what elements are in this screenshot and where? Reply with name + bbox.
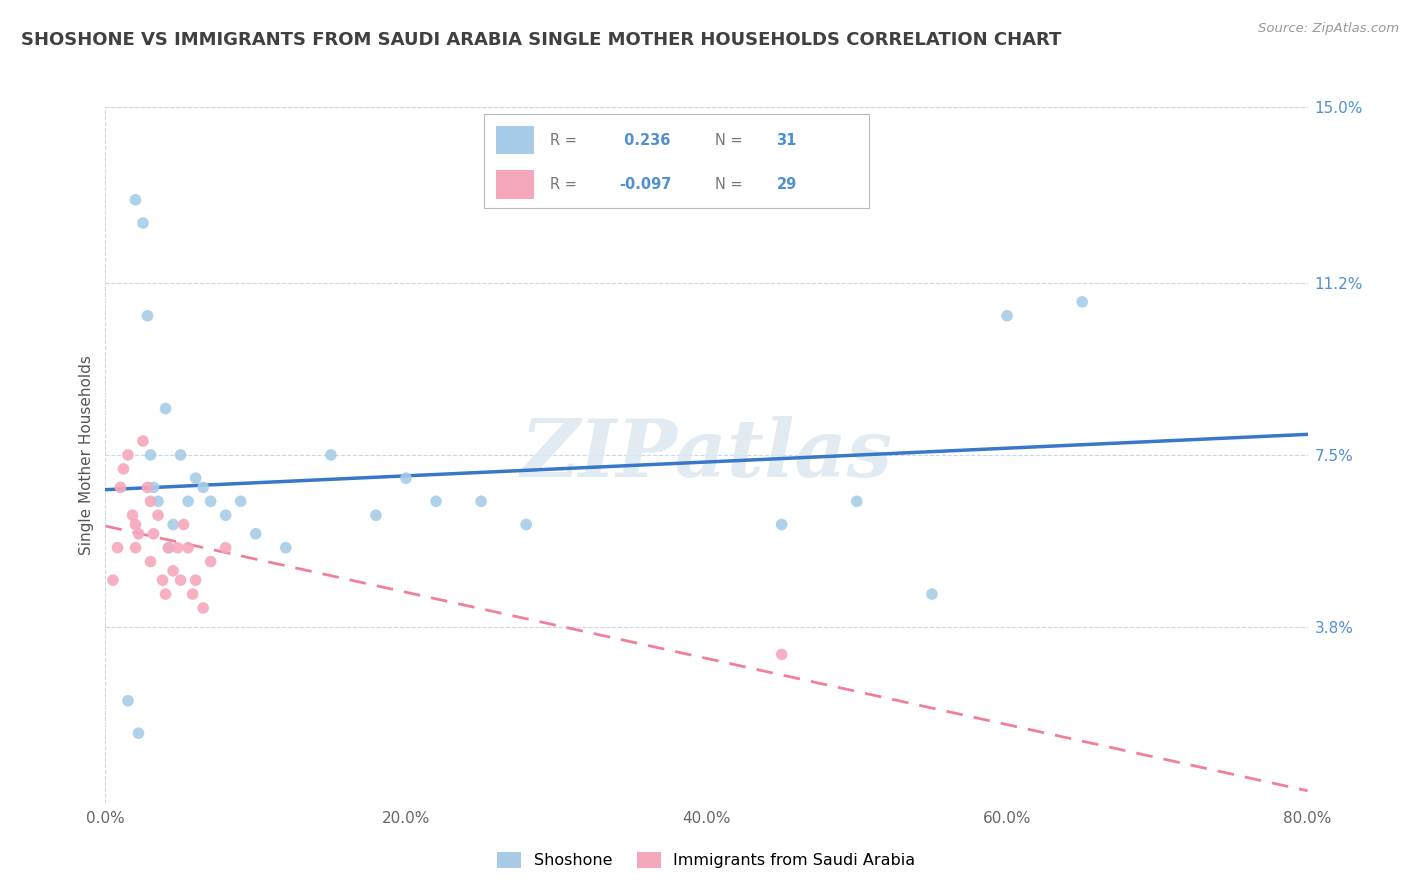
Point xyxy=(155,401,177,416)
Y-axis label: Single Mother Households: Single Mother Households xyxy=(79,355,94,555)
Point xyxy=(121,508,143,523)
Point xyxy=(136,480,159,494)
Point xyxy=(101,573,124,587)
Point xyxy=(191,601,214,615)
Point xyxy=(245,526,267,541)
Point xyxy=(132,434,155,448)
Point xyxy=(770,517,793,532)
Text: ZIPatlas: ZIPatlas xyxy=(520,417,893,493)
Point xyxy=(117,448,139,462)
Point xyxy=(169,573,191,587)
Point xyxy=(139,494,162,508)
Point xyxy=(146,494,169,508)
Point xyxy=(200,494,222,508)
Point xyxy=(173,517,195,532)
Point xyxy=(845,494,868,508)
Point xyxy=(274,541,297,555)
Point xyxy=(157,541,180,555)
Point xyxy=(995,309,1018,323)
Point xyxy=(200,555,222,569)
Point xyxy=(229,494,252,508)
Point xyxy=(364,508,387,523)
Point xyxy=(214,508,236,523)
Point xyxy=(191,480,214,494)
Point xyxy=(117,694,139,708)
Point xyxy=(162,564,184,578)
Point xyxy=(395,471,418,485)
Point xyxy=(177,494,200,508)
Point xyxy=(136,309,159,323)
Point xyxy=(184,471,207,485)
Point xyxy=(1071,294,1094,309)
Point xyxy=(128,726,150,740)
Text: Source: ZipAtlas.com: Source: ZipAtlas.com xyxy=(1258,22,1399,36)
Point xyxy=(177,541,200,555)
Point xyxy=(124,517,146,532)
Point xyxy=(124,541,146,555)
Text: SHOSHONE VS IMMIGRANTS FROM SAUDI ARABIA SINGLE MOTHER HOUSEHOLDS CORRELATION CH: SHOSHONE VS IMMIGRANTS FROM SAUDI ARABIA… xyxy=(21,31,1062,49)
Point xyxy=(146,508,169,523)
Point xyxy=(184,573,207,587)
Point xyxy=(470,494,492,508)
Point xyxy=(181,587,204,601)
Point xyxy=(139,555,162,569)
Point xyxy=(132,216,155,230)
Point xyxy=(107,541,129,555)
Point xyxy=(110,480,132,494)
Point xyxy=(770,648,793,662)
Point xyxy=(319,448,342,462)
Point xyxy=(166,541,188,555)
Point xyxy=(515,517,537,532)
Point xyxy=(112,462,135,476)
Point xyxy=(214,541,236,555)
Point xyxy=(139,448,162,462)
Point xyxy=(142,526,165,541)
Legend: Shoshone, Immigrants from Saudi Arabia: Shoshone, Immigrants from Saudi Arabia xyxy=(491,846,922,875)
Point xyxy=(155,587,177,601)
Point xyxy=(128,526,150,541)
Point xyxy=(425,494,447,508)
Point xyxy=(169,448,191,462)
Point xyxy=(152,573,174,587)
Point xyxy=(142,480,165,494)
Point xyxy=(162,517,184,532)
Point xyxy=(921,587,943,601)
Point xyxy=(124,193,146,207)
Point xyxy=(157,541,180,555)
